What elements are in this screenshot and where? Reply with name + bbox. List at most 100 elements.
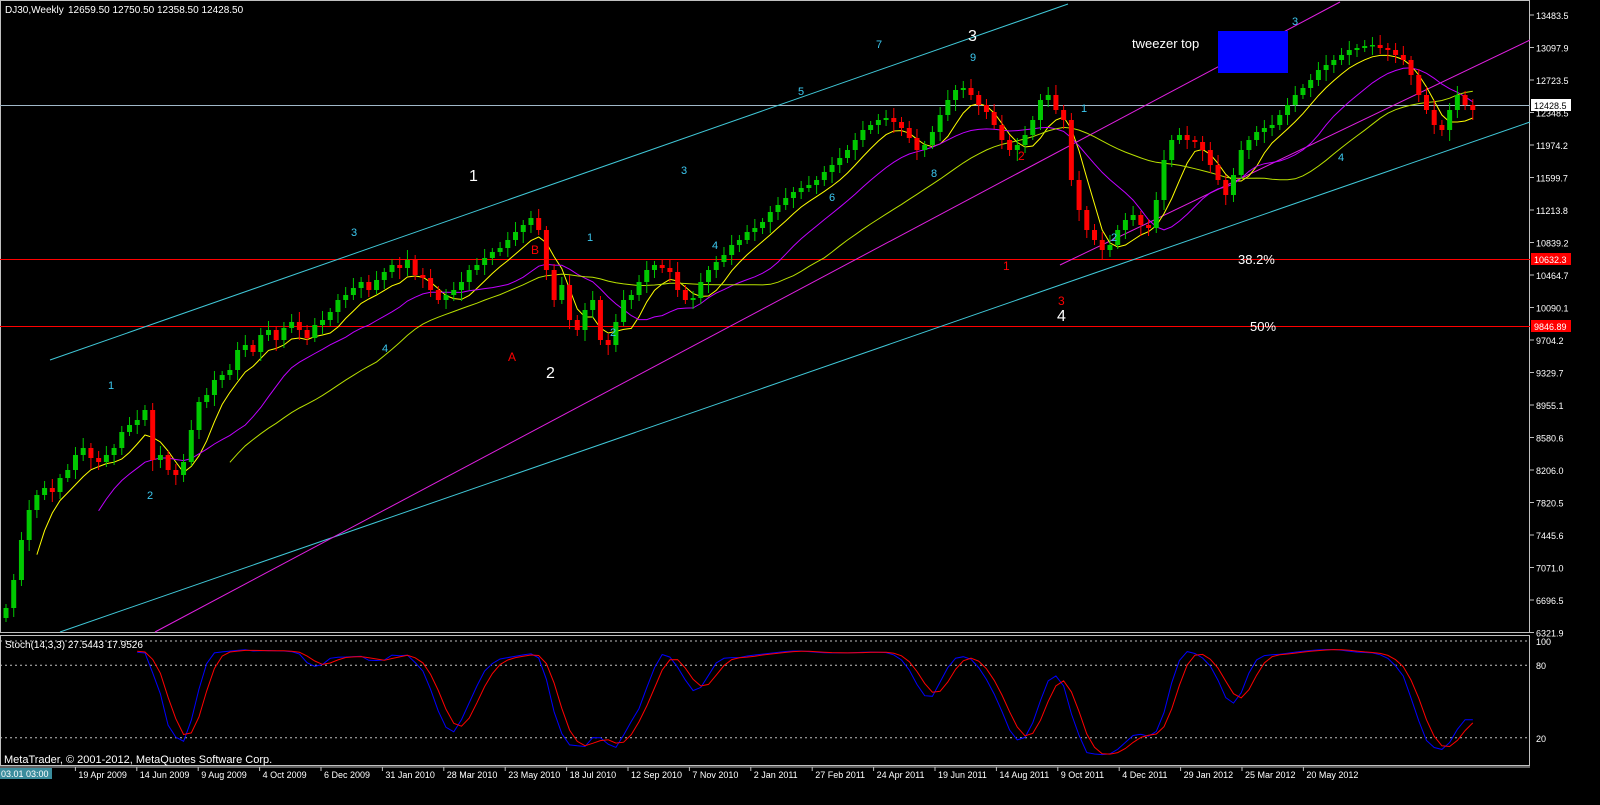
candle-body: [682, 290, 688, 300]
candle-body: [443, 295, 449, 300]
candle-body: [1115, 230, 1121, 245]
wave-white-4: 4: [1057, 308, 1066, 325]
candle-body: [899, 122, 905, 128]
wave-cyan-7b: 7: [876, 39, 882, 51]
candle-body: [304, 330, 310, 338]
ma-mid-line: [98, 67, 1474, 512]
candle-body: [875, 120, 881, 125]
candle-body: [1215, 165, 1221, 180]
candle-body: [999, 125, 1005, 140]
price-tick-label: 12723.5: [1536, 76, 1569, 86]
fib-50-label: 50%: [1250, 319, 1276, 334]
candle-body: [26, 510, 32, 540]
candle-body: [628, 295, 634, 300]
candle-body: [1068, 120, 1074, 180]
candle-body: [559, 285, 565, 300]
candle-body: [1037, 100, 1043, 120]
candle-body: [528, 218, 534, 225]
candle-body: [1122, 220, 1128, 230]
time-tick-label: 24 Apr 2011: [877, 770, 925, 780]
candle-body: [721, 255, 727, 262]
candle-body: [173, 470, 179, 475]
candle-body: [1169, 140, 1175, 160]
candle-body: [320, 320, 326, 325]
candle-body: [1393, 50, 1399, 55]
candle-body: [790, 192, 796, 198]
candle-body: [1014, 145, 1020, 150]
wave-cyan-3c: 3: [1292, 16, 1298, 28]
fib-382-label: 38.2%: [1238, 252, 1275, 267]
candle-body: [381, 272, 387, 280]
candle-body: [1385, 48, 1391, 50]
candle-body: [976, 95, 982, 105]
wave-cyan-5b: 5: [798, 86, 804, 98]
wave-white-3: 3: [968, 28, 977, 45]
candle-body: [1354, 48, 1360, 50]
candle-body: [358, 282, 364, 288]
candle-body: [204, 395, 210, 402]
candle-body: [1184, 135, 1190, 140]
candle-body: [1447, 110, 1453, 130]
wave-cyan-1a: 1: [108, 380, 114, 392]
candle-body: [134, 420, 140, 425]
candle-body: [350, 288, 356, 295]
time-tick-label: 4 Oct 2009: [263, 770, 307, 780]
candle-body: [335, 300, 341, 312]
candle-body: [1339, 55, 1345, 60]
candle-body: [1423, 95, 1429, 110]
price-tick-label: 9329.7: [1536, 369, 1564, 379]
price-tick-label: 8580.6: [1536, 434, 1564, 444]
candle-body: [1053, 95, 1059, 110]
candle-body: [482, 258, 488, 265]
candle-body: [366, 282, 372, 290]
candle-body: [1331, 60, 1337, 65]
price-tick-label: 6696.5: [1536, 596, 1564, 606]
candle-body: [1454, 95, 1460, 110]
current-price-tag: 12428.5: [1534, 101, 1567, 111]
candle-body: [42, 488, 48, 495]
candle-body: [88, 448, 94, 458]
candle-body: [1238, 150, 1244, 175]
price-tick-label: 13097.9: [1536, 44, 1569, 54]
price-tick-label: 8955.1: [1536, 401, 1564, 411]
candle-body: [1153, 200, 1159, 228]
wave-white-1: 1: [469, 168, 478, 185]
candle-body: [690, 298, 696, 300]
candle-body: [651, 265, 657, 270]
stoch-level-label: 80: [1536, 661, 1546, 671]
candle-body: [1362, 46, 1368, 48]
candle-body: [991, 112, 997, 125]
tweezer-top-box: [1218, 31, 1288, 73]
candle-body: [1084, 210, 1090, 230]
wave-red-B: B: [531, 243, 539, 257]
candle-body: [404, 260, 410, 268]
candle-body: [1315, 70, 1321, 80]
time-cursor-bg: [0, 768, 52, 779]
candle-body: [945, 100, 951, 115]
wave-red-A: A: [508, 350, 516, 364]
candle-body: [65, 470, 71, 478]
candle-body: [34, 495, 40, 510]
candle-body: [752, 228, 758, 232]
stoch-level-label: 100: [1536, 637, 1551, 647]
candle-body: [1439, 125, 1445, 130]
candle-body: [1092, 230, 1098, 240]
candle-body: [906, 128, 912, 138]
candle-body: [1408, 60, 1414, 75]
price-tick-label: 9704.2: [1536, 336, 1564, 346]
candle-body: [1022, 135, 1028, 145]
candle-body: [1416, 75, 1422, 95]
candle-body: [1076, 180, 1082, 210]
candle-body: [621, 300, 627, 322]
candle-body: [775, 205, 781, 212]
wave-cyan-2a: 2: [147, 490, 153, 502]
fib-50-price-tag: 9846.89: [1534, 322, 1567, 332]
price-tick-label: 8206.0: [1536, 466, 1564, 476]
chart-header-ohlc: 12659.50 12750.50 12358.50 12428.50: [68, 5, 244, 16]
candle-body: [150, 410, 156, 460]
candle-body: [1269, 125, 1275, 128]
fib-382-price-tag-bg: [1531, 253, 1571, 265]
candle-body: [1277, 115, 1283, 125]
candle-body: [103, 455, 109, 462]
